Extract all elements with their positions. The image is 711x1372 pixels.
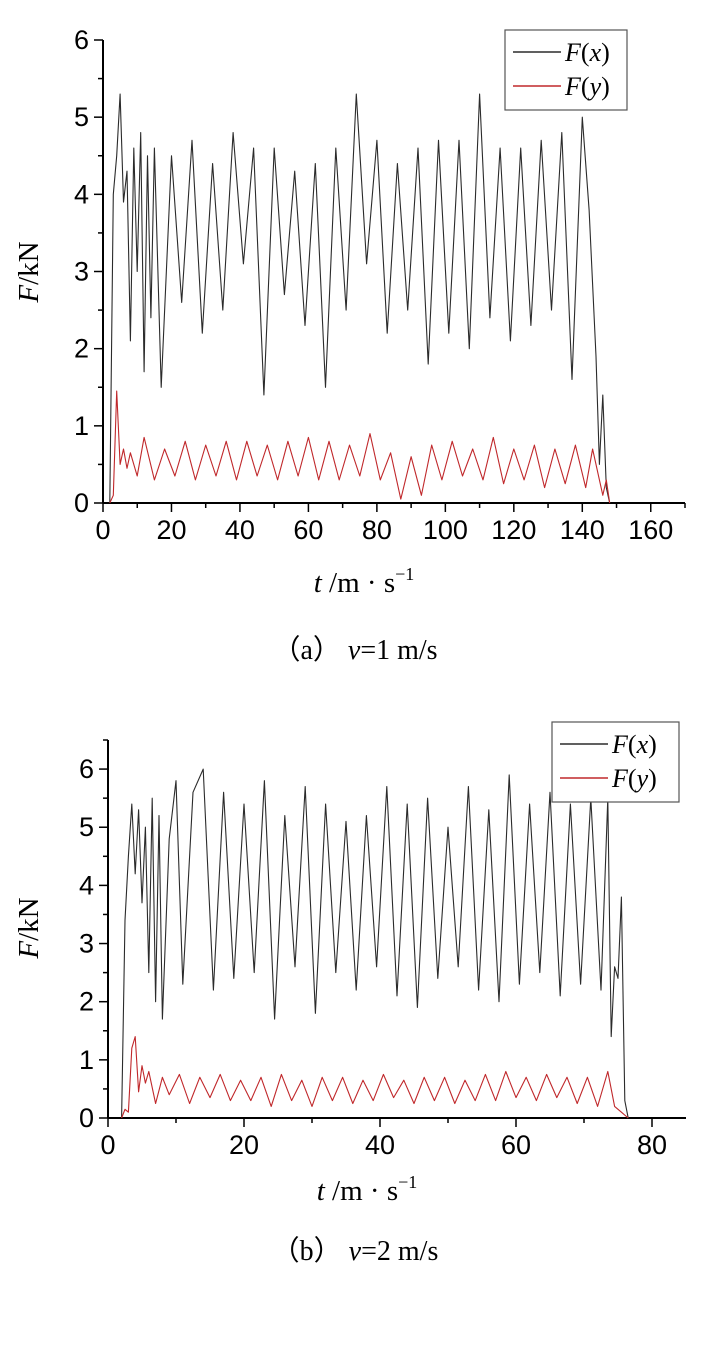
x-tick-label: 60: [501, 1130, 531, 1160]
y-tick-label: 3: [74, 257, 89, 287]
x-tick-label: 80: [637, 1130, 667, 1160]
x-tick-label: 20: [156, 515, 186, 545]
y-tick-label: 4: [79, 870, 94, 900]
y-tick-label: 3: [79, 929, 94, 959]
legend-box: [551, 721, 680, 803]
y-tick-label: 2: [74, 334, 89, 364]
chart-panel-a: 0 20 40 60 80 100 120 140 160 0 1 2 3 4 5 6 F(x) F(y) F/kN…: [13, 25, 686, 666]
y-tick-label: 6: [74, 25, 89, 55]
y-tick-label: 5: [79, 812, 94, 842]
y-tick-label: 6: [79, 754, 94, 784]
x-tick-label: 160: [628, 515, 673, 545]
series-line-y: [121, 1036, 629, 1119]
series-line-x: [121, 768, 629, 1119]
x-axis-title: t /m · s−1: [317, 1172, 418, 1207]
y-tick-label: 4: [74, 179, 89, 209]
y-tick-label: 1: [79, 1045, 94, 1075]
y-tick-label: 0: [79, 1103, 94, 1133]
y-tick-label: 5: [74, 102, 89, 132]
subfigure-caption: （b） v=2 m/s: [272, 1235, 439, 1267]
y-axis-title: F/kN: [13, 897, 45, 959]
legend-box: [504, 29, 628, 111]
legend-label-y: F(y): [611, 764, 657, 793]
x-tick-label: 40: [365, 1130, 395, 1160]
x-tick-label: 100: [423, 515, 468, 545]
legend-label-x: F(x): [564, 38, 610, 67]
x-tick-label: 140: [560, 515, 605, 545]
y-tick-label: 1: [74, 411, 89, 441]
series-line-x: [109, 93, 611, 504]
legend: F(x) F(y): [551, 721, 680, 803]
legend-label-x: F(x): [611, 730, 657, 759]
x-tick-label: 0: [100, 1130, 115, 1160]
legend: F(x) F(y): [504, 29, 628, 111]
x-tick-label: 20: [229, 1130, 259, 1160]
x-tick-label: 80: [362, 515, 392, 545]
x-tick-label: 0: [95, 515, 110, 545]
subfigure-caption: （a） v=1 m/s: [272, 634, 437, 666]
x-tick-label: 60: [293, 515, 323, 545]
y-tick-label: 2: [79, 987, 94, 1017]
x-tick-label: 120: [491, 515, 536, 545]
series-line-y: [109, 390, 611, 504]
x-tick-label: 40: [225, 515, 255, 545]
x-axis-title: t /m · s−1: [314, 564, 415, 599]
y-tick-label: 0: [74, 488, 89, 518]
legend-label-y: F(y): [564, 72, 610, 101]
y-axis-title: F/kN: [13, 241, 45, 303]
chart-panel-b: 0 20 40 60 80 0 1 2 3 4 5 6 F(x) F(y) F/kN t /m · s−1 （b…: [13, 721, 686, 1267]
